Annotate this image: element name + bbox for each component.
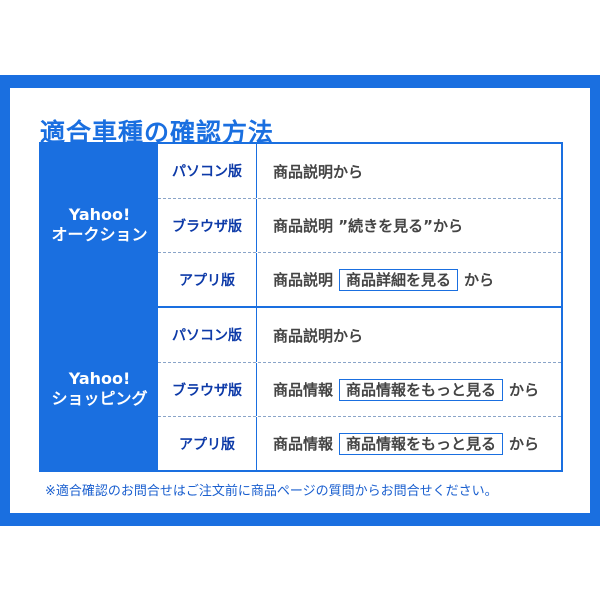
footnote: ※適合確認のお問合せはご注文前に商品ページの質問からお問合せください。: [45, 484, 498, 499]
site-label-line: Yahoo!: [68, 205, 131, 224]
site-label: Yahoo! ショッピング: [41, 308, 158, 470]
table-row: パソコン版 商品説明から: [158, 308, 561, 362]
site-label-line: ショッピング: [51, 389, 148, 408]
button-label-box: 商品情報をもっと見る: [339, 378, 504, 401]
content-panel: 適合車種の確認方法 Yahoo! オークション パソコン版 商品説明から ブラウザ版…: [10, 88, 590, 513]
method-suffix: から: [509, 381, 540, 399]
button-label-box: 商品情報をもっと見る: [339, 432, 504, 455]
version-label: パソコン版: [158, 308, 257, 362]
version-label: アプリ版: [158, 253, 257, 306]
method-cell: 商品説明から: [257, 308, 561, 362]
method-suffix: から: [509, 435, 540, 453]
site-group: Yahoo! ショッピング パソコン版 商品説明から ブラウザ版 商品情報 商品情報…: [41, 306, 561, 470]
version-label: パソコン版: [158, 144, 257, 198]
method-text: 商品情報: [273, 435, 334, 453]
method-cell: 商品情報 商品情報をもっと見る から: [257, 417, 561, 470]
table-row: ブラウザ版 商品説明 ”続きを見る”から: [158, 198, 561, 252]
method-text: 商品説明: [273, 271, 334, 289]
method-cell: 商品情報 商品情報をもっと見る から: [257, 363, 561, 416]
method-text: 商品説明 ”続きを見る”から: [273, 217, 463, 235]
table-row: ブラウザ版 商品情報 商品情報をもっと見る から: [158, 362, 561, 416]
method-cell: 商品説明 ”続きを見る”から: [257, 199, 561, 252]
method-text: 商品情報: [273, 381, 334, 399]
blue-frame: 適合車種の確認方法 Yahoo! オークション パソコン版 商品説明から ブラウザ版…: [0, 75, 600, 526]
table-row: パソコン版 商品説明から: [158, 144, 561, 198]
site-group: Yahoo! オークション パソコン版 商品説明から ブラウザ版 商品説明 ”続きを…: [41, 144, 561, 306]
button-label-box: 商品詳細を見る: [339, 268, 459, 291]
method-cell: 商品説明から: [257, 144, 561, 198]
method-text: 商品説明から: [273, 326, 364, 345]
version-label: ブラウザ版: [158, 363, 257, 416]
version-label: ブラウザ版: [158, 199, 257, 252]
site-label: Yahoo! オークション: [41, 144, 158, 306]
table-row: アプリ版 商品情報 商品情報をもっと見る から: [158, 416, 561, 470]
version-label: アプリ版: [158, 417, 257, 470]
site-label-line: オークション: [51, 225, 148, 244]
method-text: 商品説明から: [273, 162, 364, 181]
table-row: アプリ版 商品説明 商品詳細を見る から: [158, 252, 561, 306]
method-cell: 商品説明 商品詳細を見る から: [257, 253, 561, 306]
site-label-line: Yahoo!: [68, 369, 131, 388]
method-suffix: から: [464, 271, 495, 289]
method-table: Yahoo! オークション パソコン版 商品説明から ブラウザ版 商品説明 ”続きを…: [39, 142, 563, 472]
